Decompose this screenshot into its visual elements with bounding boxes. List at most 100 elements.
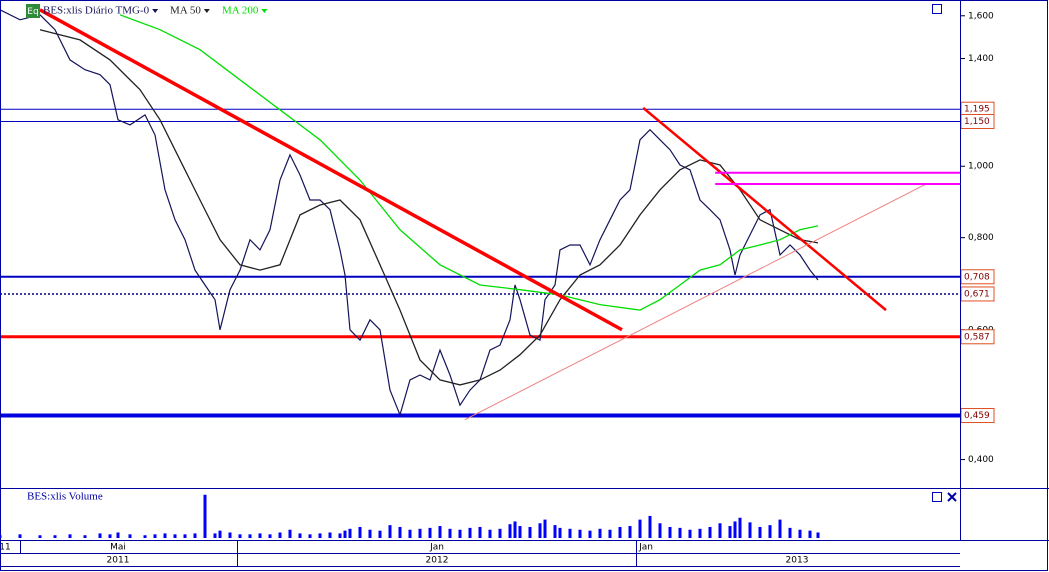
trend-line [464, 184, 926, 421]
volume-bar [83, 535, 87, 538]
volume-bar [668, 526, 672, 538]
level-label: 0,459 [964, 411, 990, 421]
volume-bar [478, 526, 482, 538]
volume-bar [518, 526, 522, 538]
volume-bar [268, 534, 272, 538]
level-label: 1,195 [964, 105, 990, 115]
x-tick-label: Mai [110, 543, 126, 553]
volume-bar [448, 528, 452, 538]
volume-bar [368, 529, 372, 538]
volume-bar [808, 530, 812, 538]
volume-bar [388, 525, 392, 538]
volume-bar [193, 533, 197, 538]
dropdown-arrow [261, 9, 268, 13]
volume-bar [538, 523, 542, 538]
volume-bar [128, 534, 132, 538]
volume-bar [53, 535, 57, 538]
trend-line [39, 8, 623, 332]
year-label: 2011 [107, 556, 130, 566]
volume-bar [428, 527, 432, 538]
volume-bar [568, 528, 572, 538]
legend: BES:xlis Diário TMG-0 MA 50 MA 200 [43, 5, 268, 17]
volume-bar [553, 525, 557, 538]
y-tick-label: 0,800 [968, 233, 994, 243]
volume-bar [328, 532, 332, 538]
volume-bar [738, 517, 742, 538]
year-label: 2012 [426, 556, 449, 566]
volume-bar [163, 533, 167, 538]
volume-bar [488, 529, 492, 538]
volume-bar [816, 532, 820, 538]
volume-bar [308, 534, 312, 538]
volume-bar [608, 529, 612, 538]
maximize-icon[interactable] [932, 4, 942, 14]
volume-bar [203, 494, 207, 538]
volume-bar [438, 526, 442, 538]
volume-bar [578, 529, 582, 538]
volume-bar [238, 534, 242, 538]
volume-bar [338, 533, 342, 538]
volume-bar [798, 529, 802, 538]
volume-bar [143, 535, 147, 538]
volume-bar [598, 528, 602, 538]
volume-bar [528, 526, 532, 538]
volume-bar [768, 525, 772, 538]
axes: 1,6001,4001,0000,8000,6000,4001,1951,150… [0, 11, 995, 566]
volume-bar [618, 526, 622, 538]
year-label: 2013 [786, 556, 809, 566]
level-label: 0,671 [964, 289, 990, 299]
x-tick-label: 11 [0, 543, 11, 553]
volume-bar [558, 527, 562, 538]
trend-line [642, 106, 887, 312]
legend-entry[interactable]: BES:xlis Diário TMG-0 [43, 5, 150, 17]
volume-bar [38, 535, 42, 538]
volume-bar [733, 521, 737, 538]
volume-bar [638, 519, 642, 538]
eq-icon[interactable] [26, 4, 40, 18]
maximize-icon[interactable] [932, 492, 942, 502]
plot-area [0, 8, 960, 421]
volume-bar [728, 526, 732, 538]
volume-bar [588, 530, 592, 538]
volume-bar [343, 530, 347, 538]
y-tick-label: 1,000 [968, 162, 994, 172]
volume-bar [318, 533, 322, 538]
volume-bar [116, 532, 120, 538]
legend-entry[interactable]: MA 200 [222, 5, 259, 17]
volume-title: BES:xlis Volume [27, 491, 103, 503]
volume-panel [0, 494, 820, 538]
volume-bar [68, 534, 72, 538]
volume-bar [418, 528, 422, 538]
close-icon[interactable] [947, 492, 957, 502]
volume-bar [213, 533, 217, 538]
volume-bar [778, 519, 782, 538]
volume-bar [298, 533, 302, 538]
eq-label: Eq [27, 7, 38, 17]
volume-bar [183, 534, 187, 538]
volume-bar [688, 529, 692, 538]
volume-bar [408, 529, 412, 538]
y-tick-label: 0,400 [968, 455, 994, 465]
volume-bar [378, 530, 382, 538]
volume-bar [358, 526, 362, 538]
volume-bar [288, 529, 292, 538]
volume-bar [98, 533, 102, 538]
volume-bar [678, 527, 682, 538]
volume-bar [108, 534, 112, 538]
volume-bar [718, 523, 722, 538]
volume-bar [508, 524, 512, 538]
x-tick-label: Jan [638, 543, 653, 553]
volume-bar [398, 526, 402, 538]
volume-bar [218, 530, 222, 538]
x-tick-label: Jan [429, 543, 444, 553]
volume-bar [228, 532, 232, 538]
volume-bar [543, 519, 547, 538]
legend-entry[interactable]: MA 50 [170, 5, 201, 17]
volume-bar [513, 521, 517, 538]
volume-bar [498, 528, 502, 538]
volume-bar [648, 515, 652, 538]
volume-bar [348, 528, 352, 538]
level-label: 1,150 [964, 117, 990, 127]
